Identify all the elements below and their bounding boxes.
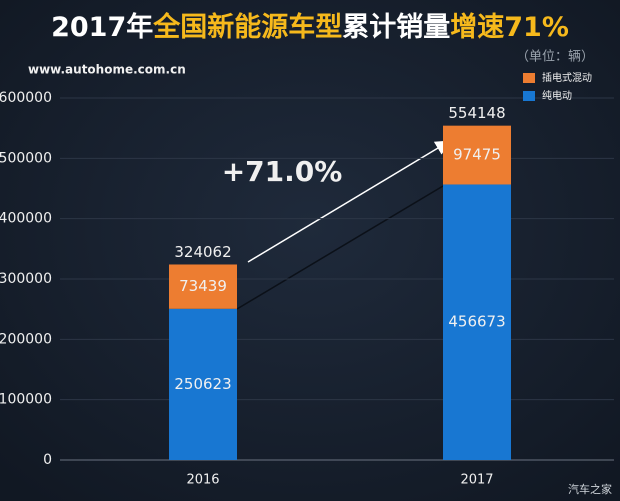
- title-part: 全国新能源车型: [152, 11, 342, 43]
- title-part: 累计销量: [342, 12, 450, 43]
- connector: [236, 185, 444, 310]
- value-label: 456673: [448, 313, 505, 331]
- bar-segment: [443, 125, 511, 185]
- bar-segment: [169, 308, 237, 460]
- source: www.autohome.com.cn: [28, 63, 186, 77]
- title-part: 2017年: [51, 11, 153, 43]
- subtitle: （单位：辆）: [516, 50, 594, 65]
- y-tick-label: 200000: [0, 331, 52, 347]
- legend-swatch: [523, 91, 535, 101]
- watermark: 汽车之家: [568, 482, 612, 496]
- y-tick-label: 300000: [0, 271, 52, 287]
- legend-label: 插电式混动: [542, 71, 592, 84]
- legend-label: 纯电动: [542, 89, 572, 102]
- x-tick-label: 2017: [460, 473, 493, 488]
- title-part: 增速71%: [450, 11, 569, 43]
- y-tick-label: 600000: [0, 90, 52, 106]
- y-tick-label: 0: [43, 452, 52, 468]
- y-tick-label: 100000: [0, 392, 52, 408]
- growth-arrow: [247, 140, 451, 263]
- y-tick-label: 500000: [0, 150, 52, 166]
- total-label: 324062: [174, 243, 231, 261]
- value-label: 250623: [174, 375, 231, 393]
- value-label: 73439: [179, 277, 227, 295]
- value-label: 97475: [453, 146, 501, 164]
- y-tick-label: 400000: [0, 211, 52, 227]
- x-tick-label: 2016: [186, 473, 219, 488]
- chart-title: 2017年全国新能源车型累计销量增速71%: [51, 11, 569, 43]
- annotation: +71.0%: [222, 155, 343, 188]
- bar-segment: [169, 264, 237, 309]
- bar-segment: [443, 184, 511, 461]
- total-label: 554148: [448, 104, 505, 122]
- legend-swatch: [523, 73, 535, 83]
